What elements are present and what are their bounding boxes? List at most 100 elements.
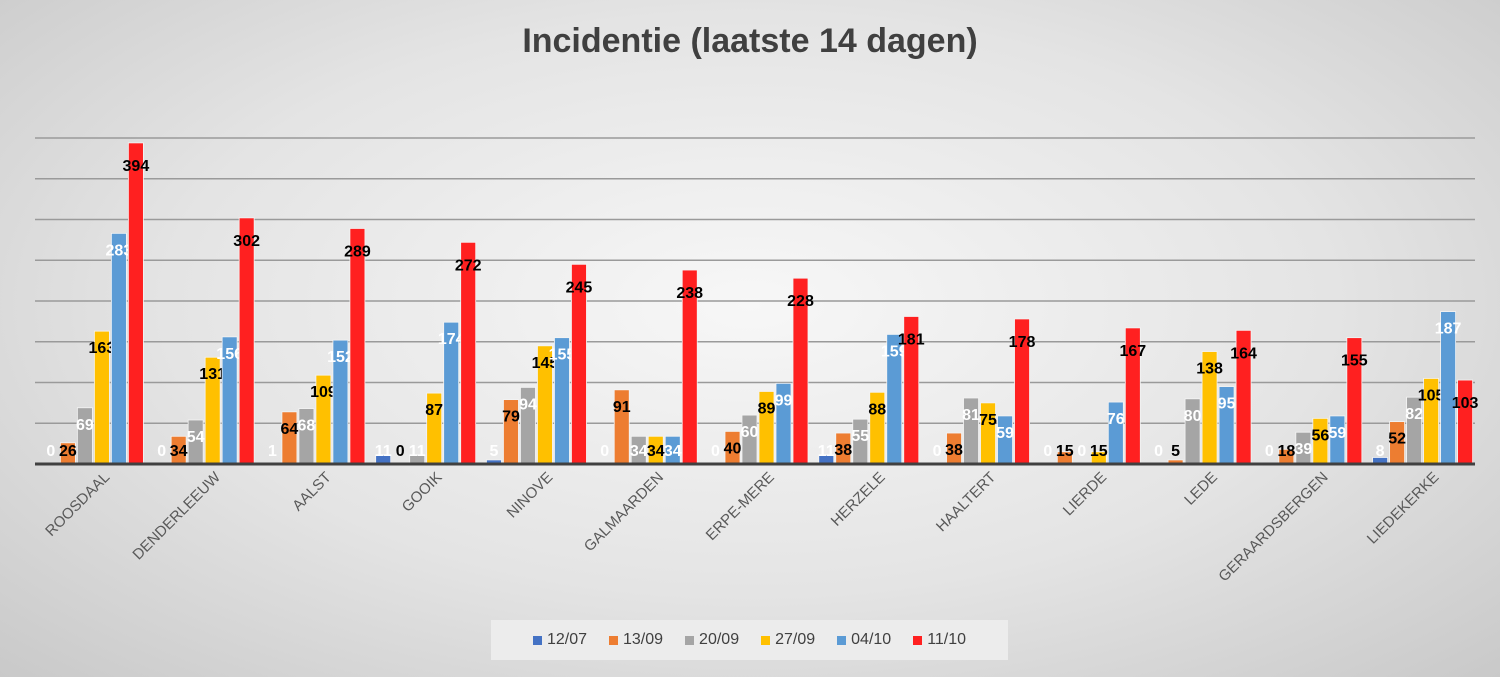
data-label: 54 [187,429,205,446]
x-tick-label: LIERDE [1060,469,1110,519]
data-label: 75 [979,412,997,429]
data-label: 105 [1418,387,1445,404]
bar-04-10 [110,232,127,465]
data-label: 15 [1090,443,1108,460]
data-label: 39 [1294,441,1312,458]
data-label: 55 [851,428,869,445]
data-label: 82 [1405,406,1423,423]
data-label: 11 [409,443,426,460]
bar-11-10 [238,217,255,465]
legend-label: 11/10 [927,631,967,648]
data-label: 59 [996,425,1014,442]
data-label: 81 [962,407,980,424]
data-label: 94 [519,396,537,413]
data-label: 5 [1171,443,1180,460]
data-label: 0 [157,443,166,460]
data-label: 283 [106,242,133,259]
data-label: 152 [327,349,354,366]
data-label: 155 [1341,353,1368,370]
data-label: 11 [375,443,392,460]
bar-11-10 [127,142,144,465]
legend-item: 27/09 [761,631,815,649]
data-label: 228 [787,293,814,310]
data-label: 155 [549,347,576,364]
x-tick-label: HAALTERT [933,469,999,535]
legend: 12/07 13/09 20/09 27/09 04/10 11/10 [491,620,1008,660]
legend-swatch [532,635,542,645]
data-label: 18 [1277,443,1295,460]
data-label: 164 [1230,345,1257,362]
data-label: 0 [933,443,942,460]
data-label: 394 [123,158,150,175]
data-label: 245 [566,279,593,296]
data-label: 76 [1107,411,1125,428]
data-label: 15 [1056,443,1074,460]
data-label: 0 [46,443,55,460]
x-tick-label: AALST [289,469,335,515]
data-label: 38 [834,442,852,459]
bar-13-09 [281,411,298,465]
data-label: 52 [1388,431,1406,448]
legend-swatch [761,635,771,645]
bar-11-10 [460,241,477,465]
data-label: 11 [818,443,835,460]
data-label: 1 [268,443,277,460]
data-label: 8 [1376,443,1385,460]
data-label: 131 [199,366,226,383]
data-label: 59 [1328,425,1346,442]
legend-swatch [685,635,695,645]
data-label: 0 [1265,443,1274,460]
legend-swatch [609,635,618,645]
data-label: 60 [741,424,759,441]
legend-item: 13/09 [609,631,663,649]
data-label: 103 [1452,395,1479,412]
x-tick-label: LIEDEKERKE [1364,469,1443,548]
data-label: 163 [89,340,116,357]
data-label: 289 [344,243,371,260]
legend-item: 12/07 [532,631,587,649]
x-tick-label: GALMAARDEN [581,469,667,555]
data-label: 69 [76,417,94,434]
data-label: 91 [613,399,631,416]
x-tick-label: ROOSDAAL [42,469,113,540]
legend-item: 11/10 [913,631,966,649]
data-label: 99 [775,392,793,409]
data-label: 34 [647,443,665,460]
legend-label: 20/09 [699,631,740,648]
data-label: 88 [868,401,886,418]
x-tick-label: HERZELE [828,469,889,530]
x-tick-label: LEDE [1181,469,1221,509]
data-label: 0 [1154,443,1163,460]
data-label: 0 [711,443,720,460]
data-label: 0 [396,443,405,460]
data-label: 34 [170,443,188,460]
data-label: 0 [1077,443,1086,460]
data-label: 89 [758,400,776,417]
data-label: 26 [59,443,77,460]
data-label: 238 [676,285,703,302]
data-label: 138 [1196,361,1223,378]
legend-swatch [913,635,923,645]
data-label: 302 [233,233,260,250]
chart-title: Incidentie (laatste 14 dagen) [522,22,978,60]
legend-label: 12/07 [546,631,587,648]
data-label: 0 [1043,443,1052,460]
legend-label: 13/09 [623,631,664,648]
data-label: 64 [281,421,299,438]
x-tick-label: NINOVE [504,469,557,522]
bar-11-10 [1457,379,1474,465]
data-label: 87 [425,402,443,419]
data-label: 5 [490,443,499,460]
data-label: 56 [1311,427,1329,444]
data-label: 95 [1218,396,1236,413]
data-label: 181 [898,331,925,348]
bar-11-10 [349,228,366,465]
data-label: 34 [664,443,682,460]
data-label: 178 [1009,334,1036,351]
legend-label: 27/09 [775,631,816,648]
legend-item: 04/10 [837,631,891,649]
data-label: 38 [945,442,963,459]
data-label: 109 [310,384,337,401]
legend-item: 20/09 [685,631,739,649]
